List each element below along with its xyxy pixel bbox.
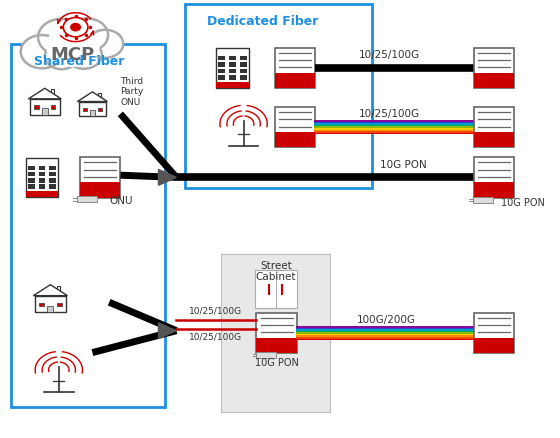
Text: Shared Fiber: Shared Fiber xyxy=(34,55,124,68)
Bar xyxy=(28,178,35,183)
Text: 10/25/100G: 10/25/100G xyxy=(358,109,420,119)
Bar xyxy=(254,270,297,307)
Text: Street
Cabinet: Street Cabinet xyxy=(255,261,296,282)
Text: 10G PON: 10G PON xyxy=(255,358,298,368)
Bar xyxy=(49,172,56,177)
Bar xyxy=(42,108,48,115)
Bar xyxy=(28,172,35,177)
Bar xyxy=(221,254,330,412)
Polygon shape xyxy=(158,323,176,339)
Bar xyxy=(229,69,236,73)
Polygon shape xyxy=(29,88,61,99)
Bar xyxy=(26,191,58,197)
Text: ONU: ONU xyxy=(109,197,133,206)
Circle shape xyxy=(70,23,81,32)
Bar xyxy=(49,166,56,170)
Circle shape xyxy=(66,41,102,69)
Bar xyxy=(79,102,106,116)
Bar xyxy=(39,303,44,306)
Circle shape xyxy=(46,25,100,67)
Bar xyxy=(474,48,514,88)
Bar xyxy=(218,75,225,80)
Bar xyxy=(256,338,297,353)
Bar xyxy=(28,184,35,189)
Circle shape xyxy=(63,18,88,37)
Polygon shape xyxy=(77,92,108,102)
Bar xyxy=(240,62,247,67)
Bar xyxy=(77,196,97,202)
Bar xyxy=(28,166,35,170)
Bar xyxy=(98,93,101,98)
Bar xyxy=(35,296,66,312)
Bar xyxy=(98,108,102,111)
Bar xyxy=(218,56,225,60)
Bar xyxy=(185,4,372,188)
Bar xyxy=(474,182,514,198)
Bar xyxy=(49,184,56,189)
Bar xyxy=(11,44,165,407)
Bar xyxy=(216,48,249,88)
Bar xyxy=(218,62,225,67)
Bar xyxy=(49,178,56,183)
Bar xyxy=(256,352,276,358)
Circle shape xyxy=(66,18,108,52)
Bar xyxy=(51,89,54,95)
Bar xyxy=(473,197,493,203)
Bar xyxy=(39,166,45,170)
Bar xyxy=(80,157,120,198)
Bar xyxy=(34,106,39,109)
Bar xyxy=(50,106,55,109)
Text: 100G/200G: 100G/200G xyxy=(357,315,416,325)
Circle shape xyxy=(38,19,85,56)
Circle shape xyxy=(45,43,78,69)
Bar xyxy=(474,107,514,147)
Bar xyxy=(240,69,247,73)
Bar xyxy=(474,132,514,147)
Bar xyxy=(26,158,58,197)
Bar xyxy=(275,73,315,88)
Bar xyxy=(82,108,87,111)
Text: Dedicated Fiber: Dedicated Fiber xyxy=(207,15,319,28)
Polygon shape xyxy=(33,285,68,296)
Circle shape xyxy=(21,35,63,68)
Text: Third
Party
ONU: Third Party ONU xyxy=(120,77,144,107)
Text: 10/25/100G: 10/25/100G xyxy=(189,307,242,316)
Text: 10/25/100G: 10/25/100G xyxy=(189,332,242,342)
Bar xyxy=(39,184,45,189)
Bar xyxy=(57,286,60,292)
Bar xyxy=(47,306,53,312)
Text: MCP: MCP xyxy=(50,46,95,64)
Bar xyxy=(229,62,236,67)
Bar xyxy=(39,172,45,177)
Bar xyxy=(240,75,247,80)
Bar xyxy=(80,182,120,198)
Circle shape xyxy=(87,30,123,58)
Text: 10/25/100G: 10/25/100G xyxy=(358,50,420,60)
Text: 10G PON: 10G PON xyxy=(380,159,427,170)
Bar xyxy=(474,73,514,88)
Bar xyxy=(39,178,45,183)
Bar xyxy=(30,99,59,115)
Polygon shape xyxy=(158,170,176,185)
Bar xyxy=(474,313,514,353)
Bar xyxy=(240,56,247,60)
Bar xyxy=(474,338,514,353)
Bar xyxy=(275,107,315,147)
Bar xyxy=(216,82,249,88)
Bar xyxy=(275,132,315,147)
Bar xyxy=(474,157,514,198)
Bar xyxy=(229,56,236,60)
Bar xyxy=(229,75,236,80)
Text: 10G PON: 10G PON xyxy=(501,198,545,208)
Bar xyxy=(57,303,62,306)
Bar xyxy=(90,110,95,116)
Bar xyxy=(218,69,225,73)
Bar xyxy=(256,313,297,353)
Bar xyxy=(275,48,315,88)
